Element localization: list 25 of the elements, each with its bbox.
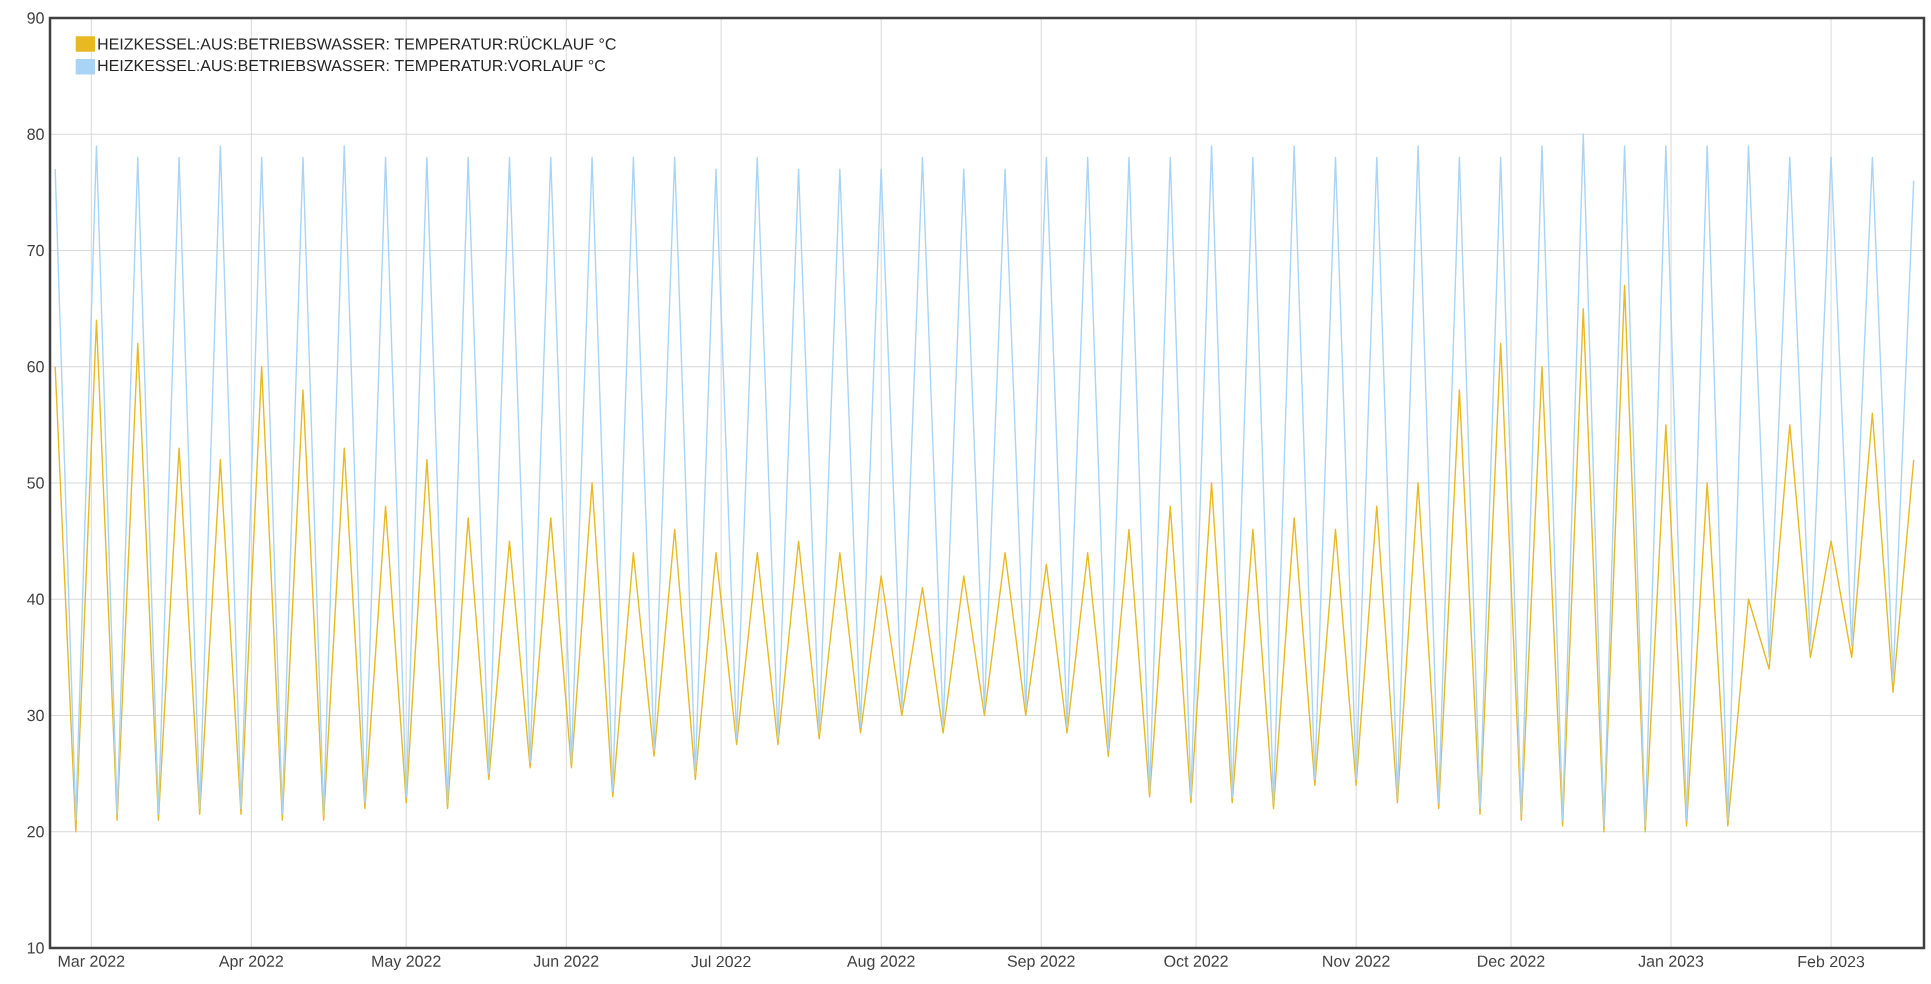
- y-tick-label: 80: [27, 128, 44, 140]
- y-tick-label: 70: [27, 244, 44, 257]
- y-tick-label: 60: [27, 361, 44, 373]
- x-tick-label: Jun 2022: [533, 955, 599, 967]
- y-tick-label: 10: [27, 942, 44, 954]
- x-tick-label: Feb 2023: [1798, 955, 1865, 968]
- line-series: [54, 284, 1915, 833]
- x-tick-label: Nov 2022: [1323, 955, 1390, 967]
- y-tick-label: 30: [27, 709, 44, 722]
- y-tick-label: 40: [27, 593, 44, 605]
- line-series: [54, 133, 1915, 827]
- x-tick-label: Jan 2023: [1638, 955, 1704, 967]
- x-tick-label: May 2022: [372, 955, 441, 971]
- x-tick-label: Dec 2022: [1478, 955, 1545, 967]
- y-tick-label: 90: [27, 12, 44, 24]
- x-tick-label: Apr 2022: [218, 955, 283, 971]
- x-tick-label: Sep 2022: [1007, 955, 1075, 971]
- y-tick-label: 50: [27, 477, 44, 489]
- x-tick-label: Mar 2022: [58, 955, 125, 967]
- legend-label: HEIZKESSEL:AUS:BETRIEBSWASSER: TEMPERATUR:RÜCKLAUF °C: [98, 36, 616, 50]
- y-tick-label: 20: [27, 826, 44, 838]
- x-tick-label: Aug 2022: [846, 955, 915, 971]
- x-tick-label: Oct 2022: [1164, 955, 1228, 967]
- legend-label: HEIZKESSEL:AUS:BETRIEBSWASSER: TEMPERATUR:VORLAUF °C: [98, 59, 606, 72]
- x-tick-label: Jul 2022: [691, 955, 751, 968]
